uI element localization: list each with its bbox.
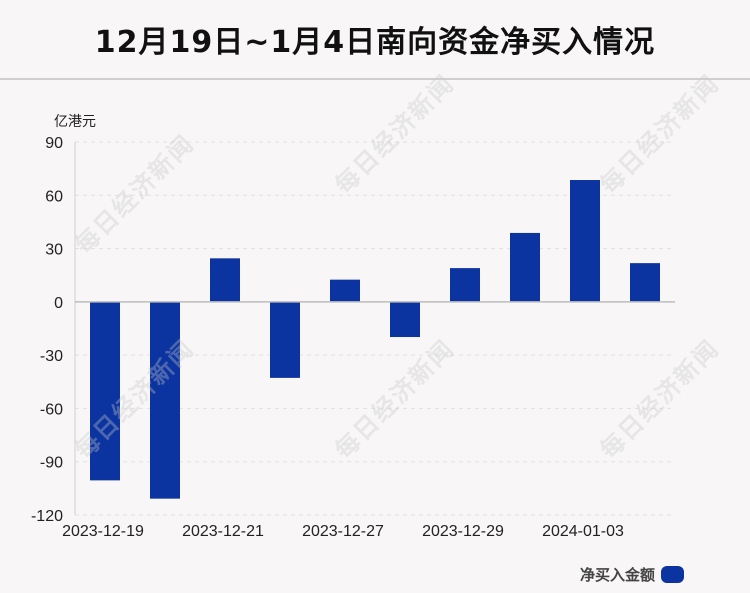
x-tick-label: 2023-12-19 — [62, 523, 144, 540]
legend-swatch — [661, 566, 684, 583]
chart-title: 12月19日~1月4日南向资金净买入情况 — [94, 25, 656, 60]
bar — [270, 301, 300, 378]
legend: 净买入金额 — [580, 564, 684, 585]
bar — [210, 258, 240, 302]
bar — [330, 279, 360, 302]
y-tick-label: -120 — [31, 508, 63, 525]
y-tick-label: -30 — [40, 348, 63, 365]
bar — [90, 301, 120, 481]
title-bar: 12月19日~1月4日南向资金净买入情况 — [0, 0, 750, 80]
y-tick-label: -60 — [40, 401, 63, 418]
x-tick-label: 2023-12-29 — [422, 523, 504, 540]
x-tick-label: 2023-12-27 — [302, 523, 384, 540]
x-tick-label: 2024-01-03 — [542, 523, 624, 540]
bar — [450, 268, 480, 302]
y-tick-label: 90 — [45, 135, 63, 152]
y-tick-label: 0 — [54, 295, 63, 312]
x-tick-label: 2023-12-21 — [182, 523, 264, 540]
legend-label: 净买入金额 — [579, 566, 655, 584]
bar — [390, 301, 420, 338]
y-tick-label: -90 — [40, 455, 63, 472]
bar — [570, 180, 600, 302]
bar — [150, 301, 180, 499]
y-tick-label: 60 — [45, 188, 63, 205]
bar — [630, 263, 660, 302]
y-tick-label: 30 — [45, 242, 63, 259]
y-axis-unit-label: 亿港元 — [54, 114, 96, 130]
bar — [510, 232, 540, 302]
